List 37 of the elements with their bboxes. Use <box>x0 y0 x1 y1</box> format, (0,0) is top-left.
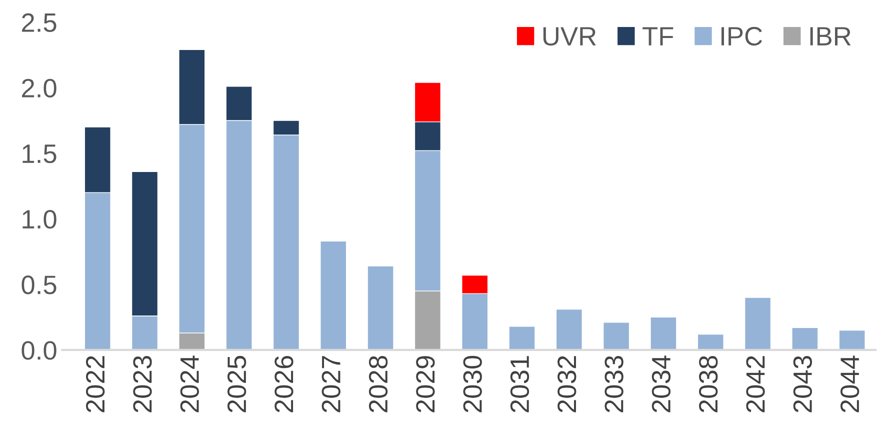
x-tick-label: 2031 <box>510 356 530 412</box>
x-tick-label: 2044 <box>840 356 860 412</box>
x-tick-label: 2033 <box>604 356 624 412</box>
legend-label: IPC <box>722 26 762 46</box>
x-tick-label: 2029 <box>416 356 435 412</box>
legend-label: TF <box>642 27 674 46</box>
x-tick-label: 2025 <box>227 356 246 412</box>
x-tick-label: 2032 <box>558 356 576 412</box>
bar <box>508 326 536 350</box>
x-tick-label: 2027 <box>322 356 340 412</box>
x-tick-label: 2022 <box>86 356 105 412</box>
x-tick-label: 2028 <box>368 356 388 412</box>
x-tick-label: 2030 <box>463 356 482 412</box>
x-tick-label: 2038 <box>699 356 718 412</box>
y-tick-label: 2.5 <box>22 13 56 32</box>
bar <box>838 330 866 350</box>
y-tick-label: 0.5 <box>22 276 56 294</box>
y-tick-label: 2.0 <box>22 78 56 98</box>
bar <box>367 266 394 350</box>
x-tick-label: 2042 <box>746 356 765 412</box>
x-tick-label: 2026 <box>274 356 294 412</box>
y-tick-label: 1.5 <box>22 144 56 164</box>
x-tick-label: 2034 <box>652 356 671 412</box>
legend-label: IBR <box>810 27 851 46</box>
y-tick-label: 1.0 <box>22 210 56 229</box>
bar <box>650 316 677 350</box>
legend-label: UVR <box>543 27 596 46</box>
x-tick-label: 2043 <box>793 356 812 412</box>
bar <box>697 334 724 350</box>
bar <box>602 322 630 350</box>
y-tick-label: 0.0 <box>22 341 56 360</box>
bar <box>744 297 772 350</box>
bar <box>792 327 818 350</box>
bar <box>320 240 347 350</box>
x-tick-label: 2024 <box>180 356 199 412</box>
bar <box>556 308 582 350</box>
x-tick-label: 2023 <box>133 356 152 412</box>
